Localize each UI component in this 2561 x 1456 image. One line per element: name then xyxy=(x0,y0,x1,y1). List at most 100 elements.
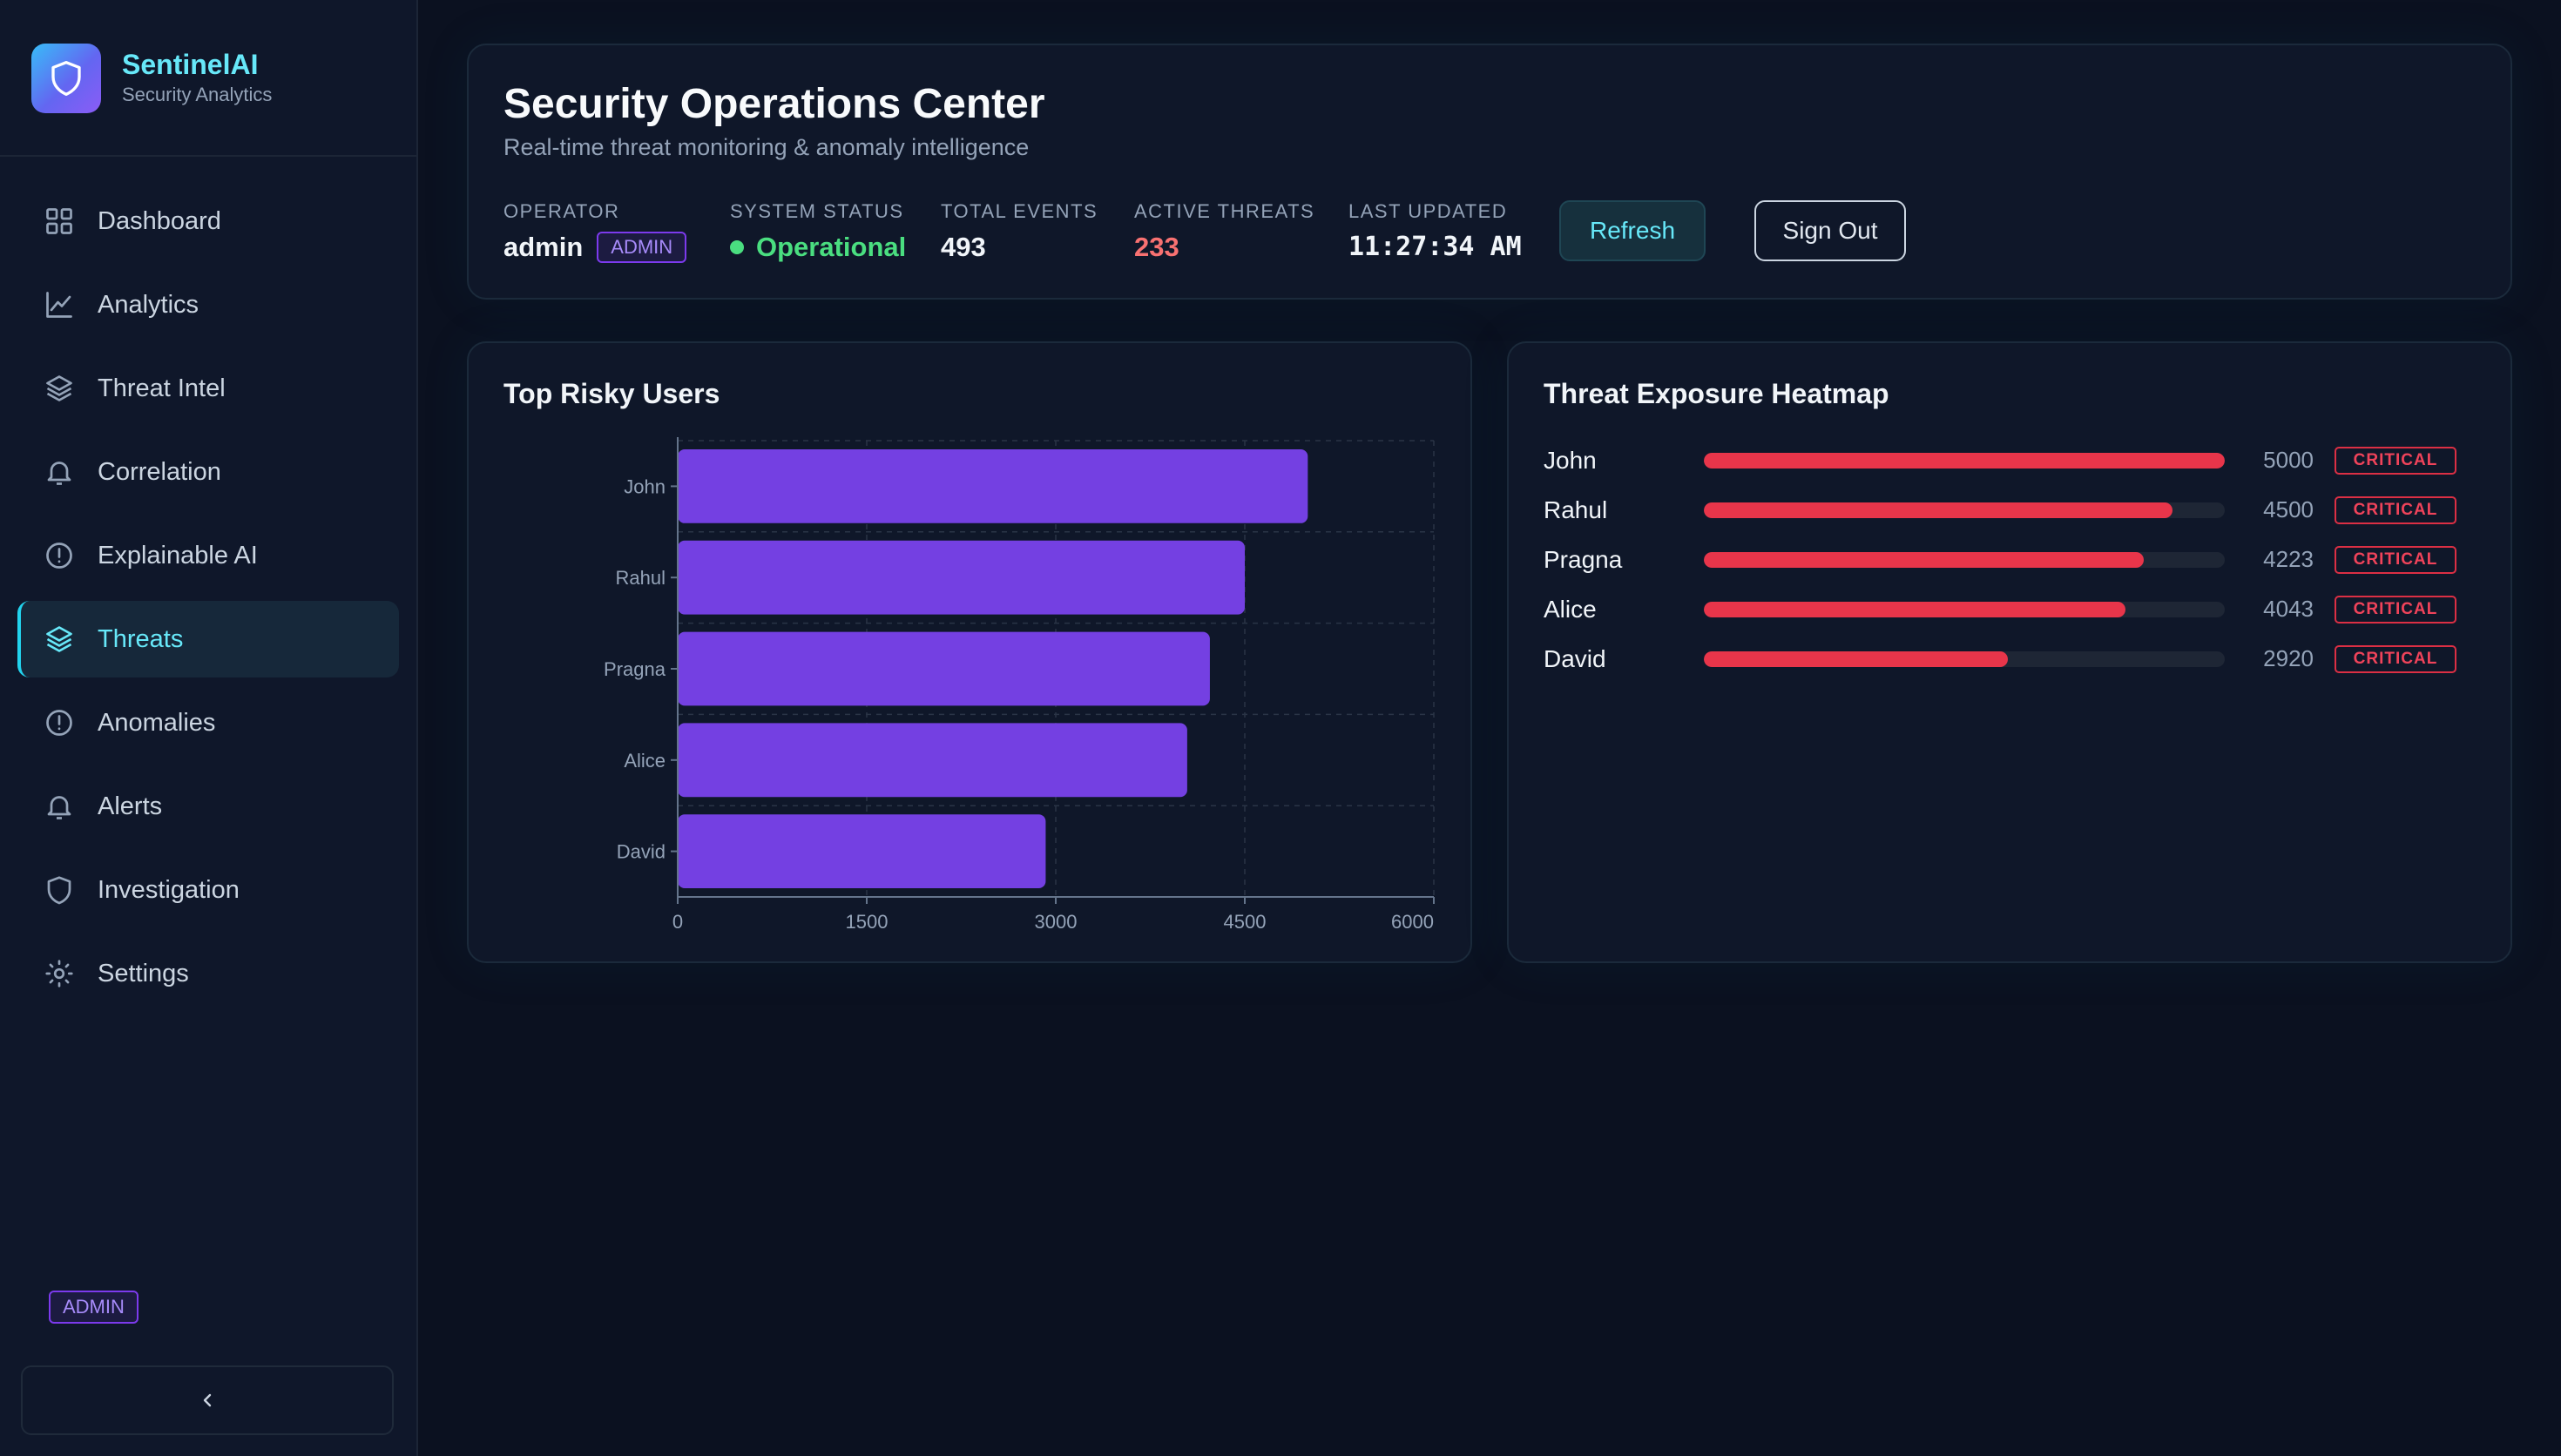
alert-circle-icon xyxy=(40,536,78,575)
heatmap-bar-fill xyxy=(1704,452,2225,468)
heatmap-bar-track xyxy=(1704,601,2225,617)
brand: SentinelAI Security Analytics xyxy=(0,0,416,157)
header-card: Security Operations Center Real-time thr… xyxy=(467,44,2512,300)
heatmap-score: 4223 xyxy=(2263,546,2314,572)
y-tick-label: David xyxy=(617,841,666,863)
alert-circle-icon xyxy=(40,704,78,742)
operator-stat: OPERATOR admin ADMIN xyxy=(503,200,687,263)
system-status-value: Operational xyxy=(756,232,907,262)
sidebar-item-anomalies[interactable]: Anomalies xyxy=(17,684,399,761)
heatmap-row: Alice 4043 CRITICAL xyxy=(1544,584,2476,634)
bar-david xyxy=(678,814,1046,888)
total-events-value: 493 xyxy=(941,232,986,262)
system-status-row: Operational xyxy=(730,232,906,263)
system-status-stat: SYSTEM STATUS Operational xyxy=(730,200,906,263)
total-events-stat: TOTAL EVENTS 493 xyxy=(941,200,1098,263)
risky-users-chart: John Rahul Pragna Alice David 0 1500 3000 4500 60… xyxy=(604,437,1435,933)
sidebar-item-label: Investigation xyxy=(98,875,240,904)
sidebar-item-explainable-ai[interactable]: Explainable AI xyxy=(17,517,399,594)
collapse-sidebar-button[interactable] xyxy=(21,1365,394,1435)
y-tick-label: Pragna xyxy=(604,658,666,680)
heatmap-bar-fill xyxy=(1704,551,2145,568)
page-subtitle: Real-time threat monitoring & anomaly in… xyxy=(503,134,1030,160)
line-chart-icon xyxy=(40,286,78,324)
bar-john xyxy=(678,449,1308,523)
gear-icon xyxy=(40,954,78,993)
sidebar-item-label: Explainable AI xyxy=(98,541,258,570)
heatmap-row: John 5000 CRITICAL xyxy=(1544,435,2476,485)
heatmap-score: 5000 xyxy=(2263,447,2314,473)
severity-badge: CRITICAL xyxy=(2335,446,2456,475)
x-tick-label: 3000 xyxy=(1035,911,1078,933)
x-tick-label: 4500 xyxy=(1224,911,1267,933)
sidebar-item-settings[interactable]: Settings xyxy=(17,935,399,1012)
role-badge: ADMIN xyxy=(49,1291,139,1324)
heatmap-bar-track xyxy=(1704,551,2225,568)
bar-alice xyxy=(678,723,1187,798)
heatmap-user-name: Pragna xyxy=(1544,545,1623,573)
sidebar-item-analytics[interactable]: Analytics xyxy=(17,266,399,343)
operator-value: admin xyxy=(503,232,584,262)
brand-logo xyxy=(31,44,101,113)
sidebar: SentinelAI Security Analytics Dashboard … xyxy=(0,0,418,1456)
active-threats-stat: ACTIVE THREATS 233 xyxy=(1134,200,1314,263)
heatmap-user-name: David xyxy=(1544,644,1606,672)
layers-icon xyxy=(40,620,78,658)
heatmap-bar-fill xyxy=(1704,650,2009,667)
y-tick-label: John xyxy=(624,475,666,497)
heatmap-row: Pragna 4223 CRITICAL xyxy=(1544,535,2476,584)
heatmap-bar-track xyxy=(1704,650,2225,667)
heatmap-row: Rahul 4500 CRITICAL xyxy=(1544,485,2476,535)
operator-label: OPERATOR xyxy=(503,200,620,222)
heatmap-user-name: Alice xyxy=(1544,595,1597,623)
sidebar-item-investigation[interactable]: Investigation xyxy=(17,852,399,928)
x-tick-label: 6000 xyxy=(1391,911,1434,933)
heatmap-row: David 2920 CRITICAL xyxy=(1544,634,2476,684)
heatmap-score: 2920 xyxy=(2263,645,2314,671)
y-tick-label: Rahul xyxy=(616,567,666,589)
sidebar-item-dashboard[interactable]: Dashboard xyxy=(17,183,399,260)
active-threats-label: ACTIVE THREATS xyxy=(1134,200,1315,222)
grid-icon xyxy=(40,202,78,240)
sidebar-item-threats[interactable]: Threats xyxy=(17,601,399,677)
heatmap-bar-track xyxy=(1704,502,2225,518)
x-tick-label: 1500 xyxy=(846,911,889,933)
shield-icon xyxy=(40,871,78,909)
total-events-label: TOTAL EVENTS xyxy=(941,200,1098,222)
bell-icon xyxy=(40,453,78,491)
sidebar-item-correlation[interactable]: Correlation xyxy=(17,434,399,510)
sidebar-item-label: Threats xyxy=(98,624,184,653)
status-dot xyxy=(730,240,744,254)
heatmap-bar-track xyxy=(1704,452,2225,468)
severity-badge: CRITICAL xyxy=(2335,545,2456,574)
heatmap-user-name: John xyxy=(1544,446,1597,474)
sidebar-item-label: Anomalies xyxy=(98,708,216,737)
bar-pragna xyxy=(678,631,1210,706)
last-updated-label: LAST UPDATED xyxy=(1348,200,1508,222)
shield-logo-icon xyxy=(51,60,81,96)
last-updated-stat: LAST UPDATED 11:27:34 AM xyxy=(1348,200,1522,262)
sidebar-item-alerts[interactable]: Alerts xyxy=(17,768,399,845)
sidebar-item-label: Threat Intel xyxy=(98,374,226,402)
heatmap-bar-fill xyxy=(1704,601,2125,617)
sidebar-item-threat-intel[interactable]: Threat Intel xyxy=(17,350,399,427)
sidebar-item-label: Dashboard xyxy=(98,206,221,235)
chevron-left-icon xyxy=(203,1393,212,1407)
layers-icon xyxy=(40,369,78,408)
sidebar-item-label: Correlation xyxy=(98,457,221,486)
operator-role-badge: ADMIN xyxy=(597,232,687,263)
sidebar-item-label: Analytics xyxy=(98,290,199,319)
severity-badge: CRITICAL xyxy=(2335,495,2456,524)
severity-badge: CRITICAL xyxy=(2335,595,2456,624)
system-status-label: SYSTEM STATUS xyxy=(730,200,904,222)
bar-rahul xyxy=(678,540,1245,615)
risky-users-title: Top Risky Users xyxy=(503,378,720,409)
bell-icon xyxy=(40,787,78,826)
refresh-button[interactable]: Refresh xyxy=(1559,200,1706,261)
heatmap-title: Threat Exposure Heatmap xyxy=(1544,378,1889,409)
operator-value-row: admin ADMIN xyxy=(503,232,687,263)
brand-name: SentinelAI xyxy=(122,49,259,80)
heatmap-card: Threat Exposure Heatmap John 5000 CRITIC… xyxy=(1507,341,2512,963)
sign-out-button[interactable]: Sign Out xyxy=(1754,200,1906,261)
